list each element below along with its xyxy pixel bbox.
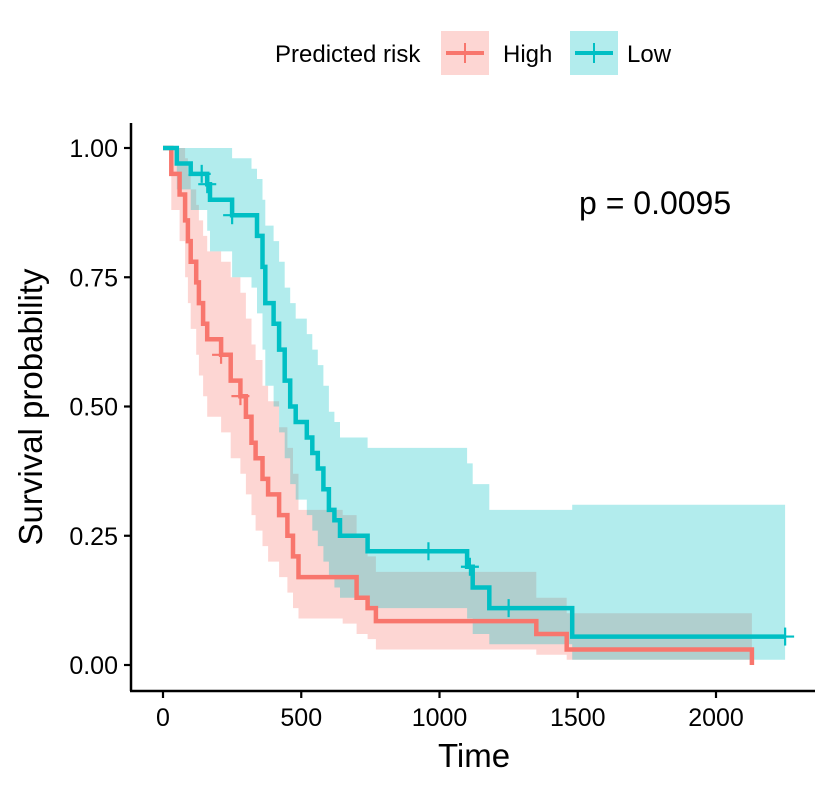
x-tick-label: 1000 [412, 704, 468, 732]
censor-mark-low [223, 206, 242, 225]
x-tick-label: 1500 [550, 704, 606, 732]
x-axis-ticks: 0 500 1000 1500 2000 [156, 691, 744, 732]
y-tick-label: 0.75 [69, 264, 118, 292]
confidence-bands [163, 148, 786, 660]
legend-item-low: Low [570, 31, 672, 75]
y-tick-label: 0.00 [69, 652, 118, 680]
legend-item-high: High [441, 31, 552, 75]
y-tick-label: 1.00 [69, 135, 118, 163]
survival-curve-low [163, 145, 786, 639]
censor-mark-low [192, 164, 211, 183]
y-axis-ticks: 0.00 0.25 0.50 0.75 1.00 [69, 135, 131, 680]
y-tick-label: 0.25 [69, 523, 118, 551]
censor-mark-high [212, 345, 231, 364]
censor-mark-low [198, 175, 217, 194]
censor-mark-low [776, 627, 795, 646]
censor-marks [192, 164, 795, 646]
x-tick-label: 0 [156, 704, 170, 732]
x-tick-label: 2000 [688, 704, 744, 732]
y-tick-label: 0.50 [69, 394, 118, 422]
y-axis-title: Survival probability [12, 268, 49, 545]
censor-mark-low [460, 557, 479, 576]
x-tick-label: 500 [280, 704, 322, 732]
x-axis-title: Time [438, 737, 510, 774]
confidence-band-high [163, 148, 752, 660]
legend: Predicted risk High Low [275, 31, 672, 75]
p-value-annotation: p = 0.0095 [579, 185, 731, 221]
legend-label-low: Low [627, 41, 672, 68]
survival-curve-high [163, 145, 755, 665]
censor-mark-low [419, 542, 438, 561]
censor-mark-high [231, 387, 250, 406]
survival-curves [163, 145, 786, 665]
censor-mark-low [499, 599, 518, 618]
legend-title: Predicted risk [275, 41, 421, 68]
legend-label-high: High [503, 41, 552, 68]
confidence-band-low [163, 148, 786, 660]
